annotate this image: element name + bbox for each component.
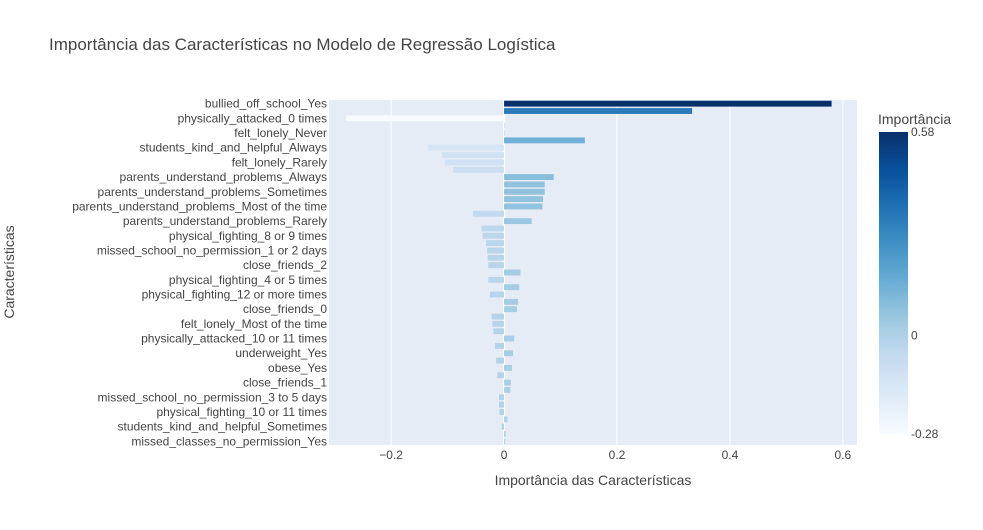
bar	[504, 122, 505, 129]
bar	[504, 181, 545, 188]
bar	[487, 247, 505, 254]
x-tick-labels: −0.2 0 0.2 0.4 0.6	[379, 448, 851, 462]
x-tick-label: −0.2	[379, 448, 403, 462]
colorbar: Importância 0.58 0 -0.28	[878, 111, 951, 441]
y-tick-label: felt_lonely_Most of the time	[181, 317, 327, 331]
bar	[504, 306, 518, 313]
bar	[488, 262, 505, 269]
bar	[504, 416, 508, 423]
bar	[499, 409, 505, 415]
bar	[504, 379, 511, 386]
y-tick-label: students_kind_and_helpful_Always	[140, 141, 327, 155]
y-tick-label: physically_attacked_0 times	[178, 111, 327, 125]
y-tick-label: underweight_Yes	[235, 346, 327, 360]
x-tick-label: 0.6	[835, 448, 852, 462]
y-tick-label: obese_Yes	[268, 361, 327, 375]
colorbar-gradient	[879, 132, 908, 434]
bar	[504, 174, 554, 181]
colorbar-tick-label: 0	[911, 329, 918, 343]
bar	[504, 218, 532, 225]
y-tick-label: students_kind_and_helpful_Sometimes	[118, 420, 327, 434]
bar	[504, 196, 544, 203]
bar	[495, 342, 505, 349]
y-tick-label: physically_attacked_10 or 11 times	[141, 332, 327, 346]
bar	[504, 137, 585, 144]
y-tick-label: physical_fighting_12 or more times	[142, 288, 327, 302]
bar	[504, 269, 521, 276]
x-axis-title: Importância das Características	[495, 472, 692, 488]
colorbar-tick-labels: 0.58 0 -0.28	[911, 125, 939, 441]
bar	[427, 144, 505, 151]
bar	[492, 320, 505, 327]
y-tick-label: bullied_off_school_Yes	[205, 97, 327, 111]
bar	[498, 401, 505, 408]
bar	[345, 115, 505, 122]
y-tick-label: close_friends_2	[243, 258, 327, 272]
bar	[496, 357, 505, 364]
bar	[504, 188, 545, 195]
bar	[489, 291, 505, 298]
y-tick-label: missed_school_no_permission_3 to 5 days	[98, 390, 327, 404]
bar	[504, 100, 832, 107]
colorbar-title: Importância	[878, 111, 951, 127]
y-tick-label: parents_understand_problems_Rarely	[123, 214, 327, 228]
bar	[473, 210, 505, 217]
bar	[498, 394, 505, 401]
plot-background	[329, 100, 857, 445]
chart-title: Importância das Características no Model…	[49, 35, 556, 54]
y-tick-label: missed_classes_no_permission_Yes	[131, 434, 327, 448]
y-tick-label: close_friends_1	[243, 376, 327, 390]
y-tick-label: physical_fighting_10 or 11 times	[156, 405, 327, 419]
y-tick-label: felt_lonely_Rarely	[232, 155, 327, 169]
y-tick-label: parents_understand_problems_Most of the …	[72, 199, 327, 213]
x-tick-label: 0.2	[609, 448, 626, 462]
y-tick-label: parents_understand_problems_Always	[120, 170, 327, 184]
bar	[485, 240, 505, 247]
y-tick-label: felt_lonely_Never	[234, 126, 327, 140]
y-axis-title: Características	[1, 225, 17, 318]
bar	[482, 232, 505, 239]
bar	[493, 328, 505, 335]
x-tick-label: 0	[501, 448, 508, 462]
colorbar-tick-label: -0.28	[911, 427, 939, 441]
bar	[487, 254, 505, 261]
bar	[497, 372, 505, 379]
bar	[441, 152, 505, 158]
y-tick-label: physical_fighting_4 or 5 times	[169, 273, 327, 287]
bar	[501, 423, 505, 430]
bar	[504, 108, 693, 114]
bar	[504, 298, 519, 305]
bar	[481, 225, 505, 232]
bar	[491, 313, 505, 320]
y-tick-label: close_friends_0	[243, 302, 327, 316]
bar	[504, 438, 506, 445]
bars	[345, 100, 832, 445]
bar	[504, 335, 515, 342]
bar	[504, 364, 512, 371]
bar	[488, 276, 505, 283]
colorbar-tick-label: 0.58	[911, 125, 935, 139]
bar	[504, 387, 511, 393]
x-tick-label: 0.4	[722, 448, 739, 462]
bar	[453, 166, 505, 173]
y-tick-labels: bullied_off_school_Yesphysically_attacke…	[72, 97, 327, 449]
bar	[504, 350, 514, 357]
y-tick-label: missed_school_no_permission_1 or 2 days	[97, 243, 327, 257]
bar	[504, 203, 543, 210]
bar	[504, 130, 505, 136]
y-tick-label: parents_understand_problems_Sometimes	[98, 185, 327, 199]
bar	[504, 284, 520, 291]
bar	[504, 431, 506, 437]
bar	[444, 159, 505, 166]
y-tick-label: physical_fighting_8 or 9 times	[169, 229, 327, 243]
